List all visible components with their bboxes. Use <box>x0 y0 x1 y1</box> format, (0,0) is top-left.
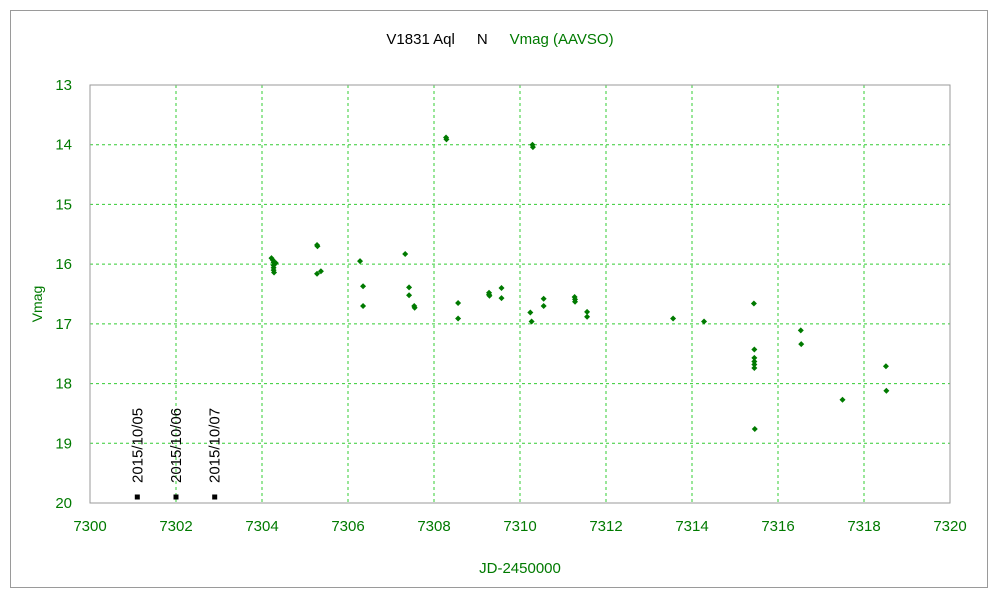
title-part: Vmag (AAVSO) <box>510 31 614 48</box>
data-point <box>839 396 846 403</box>
data-point <box>584 308 591 315</box>
plot-area <box>89 84 951 504</box>
data-point <box>406 284 413 291</box>
data-point <box>455 315 462 322</box>
date-label: 2015/10/06 <box>168 408 185 483</box>
date-marker <box>212 494 218 500</box>
title-text: V1831 Aql N Vmag (AAVSO) <box>386 31 613 48</box>
data-point <box>498 285 505 292</box>
x-tick-label: 7308 <box>417 518 450 535</box>
data-point <box>498 295 505 302</box>
data-point <box>883 387 890 394</box>
date-marker <box>134 494 140 500</box>
chart-title: V1831 Aql N Vmag (AAVSO) <box>386 31 613 48</box>
y-tick-label: 17 <box>55 316 72 333</box>
data-point <box>584 313 591 320</box>
data-point <box>314 270 321 277</box>
y-tick-label: 15 <box>55 196 72 213</box>
data-point <box>529 144 536 151</box>
x-axis-label: JD-2450000 <box>479 560 561 577</box>
data-point <box>540 302 547 309</box>
x-tick-label: 7310 <box>503 518 536 535</box>
x-tick-label: 7318 <box>847 518 880 535</box>
date-label: 2015/10/07 <box>207 408 224 483</box>
data-points <box>268 134 890 432</box>
data-point <box>751 365 758 372</box>
title-part: N <box>477 31 488 48</box>
y-tick-label: 20 <box>55 495 72 512</box>
data-point <box>670 315 677 322</box>
data-point <box>750 300 757 307</box>
data-point <box>797 327 804 334</box>
date-marker <box>173 494 179 500</box>
grid <box>90 85 950 503</box>
y-axis-label: Vmag <box>29 286 45 323</box>
data-point <box>751 361 758 368</box>
data-point <box>443 136 450 143</box>
x-tick-label: 7312 <box>589 518 622 535</box>
data-point <box>357 258 364 265</box>
data-point <box>402 250 409 257</box>
x-tick-label: 7302 <box>159 518 192 535</box>
data-point <box>272 259 279 266</box>
data-point <box>751 354 758 361</box>
data-point <box>360 302 367 309</box>
data-point <box>314 243 321 250</box>
data-point <box>527 309 534 316</box>
data-point <box>751 425 758 432</box>
tick-labels: 7300 7302 7304 7306 7308 7310 7312 7314 7316 7318… <box>55 77 966 535</box>
data-point <box>411 304 418 311</box>
title-part: V1831 Aql <box>386 31 454 48</box>
data-point <box>317 268 324 275</box>
data-point <box>882 363 889 370</box>
data-point <box>701 318 708 325</box>
x-tick-label: 7316 <box>761 518 794 535</box>
data-point <box>798 341 805 348</box>
data-point <box>751 346 758 353</box>
data-point <box>572 298 579 305</box>
y-tick-label: 19 <box>55 435 72 452</box>
y-tick-label: 13 <box>55 77 72 94</box>
chart-frame <box>10 10 988 588</box>
x-tick-label: 7320 <box>933 518 966 535</box>
x-tick-label: 7306 <box>331 518 364 535</box>
data-point <box>406 292 413 299</box>
y-tick-label: 14 <box>55 137 72 154</box>
date-markers: 2015/10/05 2015/10/06 2015/10/07 <box>129 408 224 500</box>
data-point <box>271 269 278 276</box>
x-tick-label: 7300 <box>73 518 106 535</box>
date-label: 2015/10/05 <box>129 408 146 483</box>
x-tick-label: 7304 <box>245 518 278 535</box>
data-point <box>486 292 493 299</box>
y-tick-label: 16 <box>55 256 72 273</box>
data-point <box>528 318 535 325</box>
data-point <box>540 295 547 302</box>
data-point <box>360 283 367 290</box>
data-point <box>455 299 462 306</box>
y-tick-label: 18 <box>55 376 72 393</box>
x-tick-label: 7314 <box>675 518 708 535</box>
